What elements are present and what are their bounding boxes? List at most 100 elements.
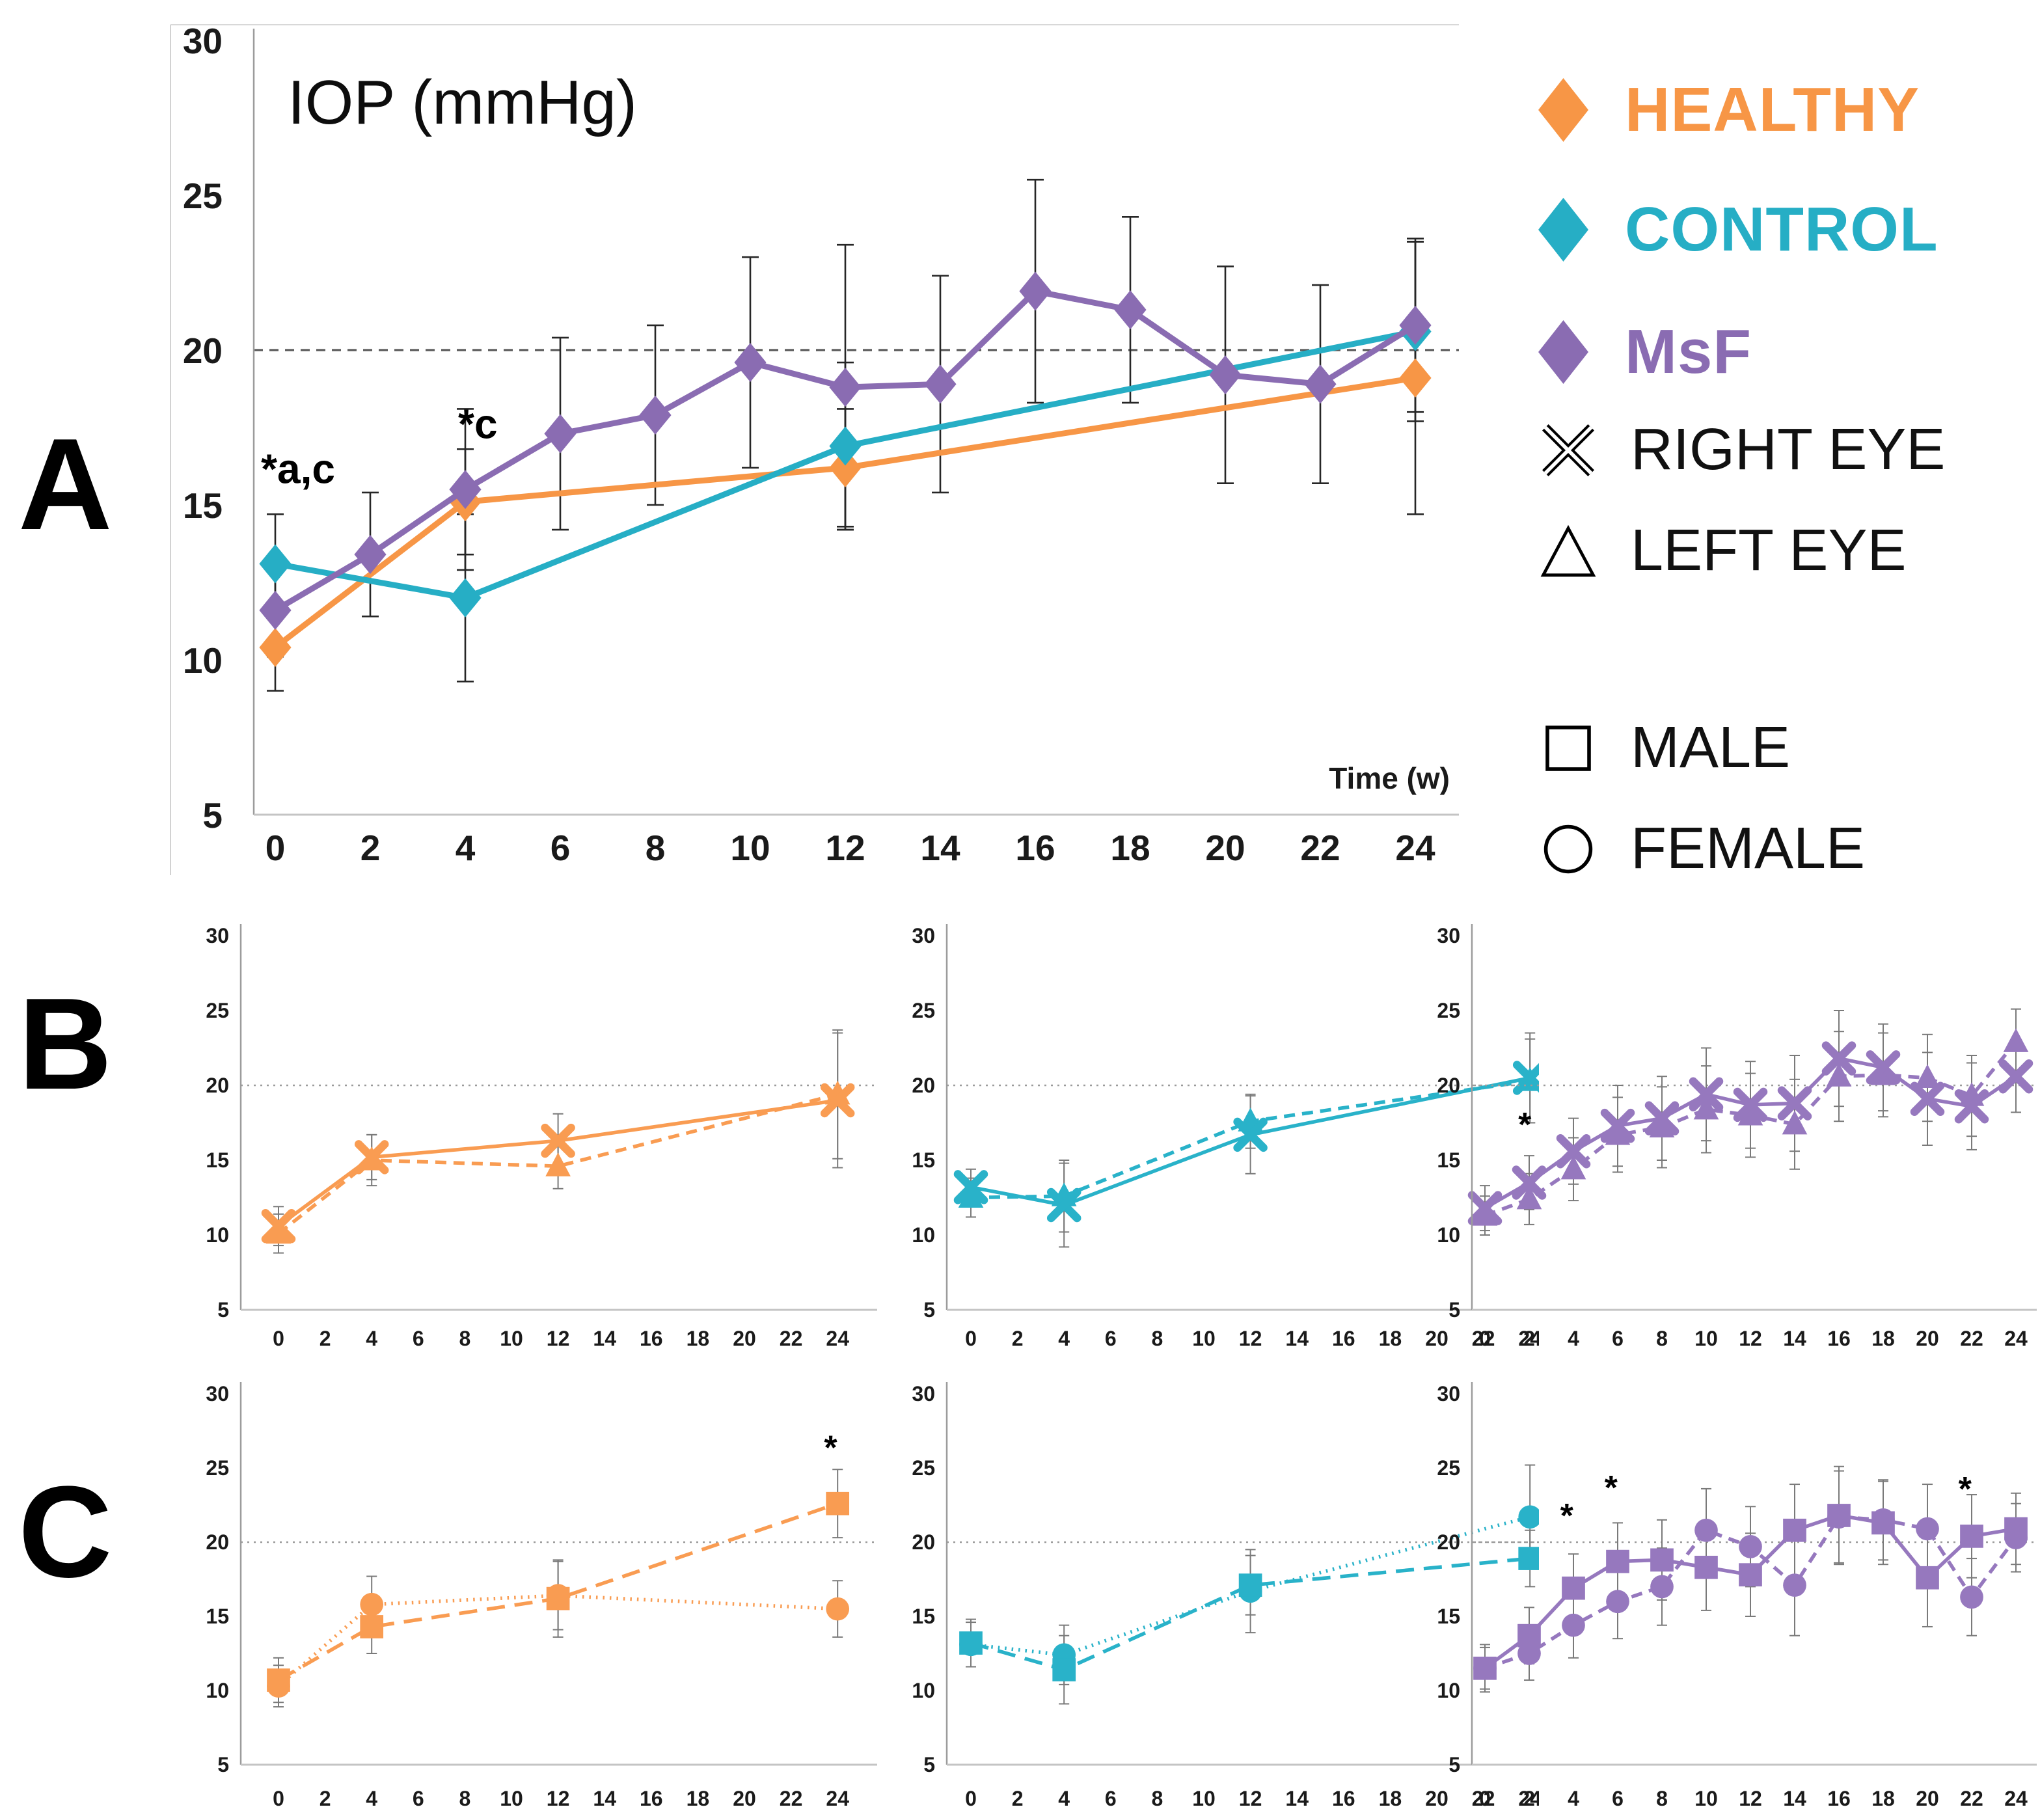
svg-text:20: 20 (206, 1074, 229, 1097)
msf-diamond-icon (1538, 320, 1588, 384)
svg-text:20: 20 (912, 1074, 935, 1097)
svg-text:14: 14 (1285, 1787, 1309, 1810)
svg-text:2: 2 (1523, 1327, 1535, 1350)
svg-text:Time (w): Time (w) (1329, 761, 1450, 795)
svg-text:15: 15 (206, 1148, 229, 1172)
svg-text:*a,c: *a,c (261, 446, 335, 493)
svg-text:0: 0 (1479, 1787, 1491, 1810)
svg-text:20: 20 (1437, 1530, 1460, 1554)
svg-text:14: 14 (920, 828, 960, 868)
svg-text:10: 10 (1437, 1223, 1460, 1247)
legend-item-healthy: HEALTHY (1529, 74, 1920, 146)
svg-text:14: 14 (1285, 1327, 1309, 1350)
svg-text:18: 18 (687, 1327, 710, 1350)
legend: HEALTHY CONTROL MsF RIGHT EYE (1529, 0, 2037, 911)
svg-text:24: 24 (1395, 828, 1435, 868)
svg-text:22: 22 (1472, 1327, 1495, 1350)
svg-text:10: 10 (500, 1327, 523, 1350)
svg-text:30: 30 (183, 21, 223, 61)
svg-text:18: 18 (1871, 1327, 1895, 1350)
legend-label-left-eye: LEFT EYE (1631, 518, 1907, 583)
svg-text:16: 16 (1332, 1787, 1355, 1810)
svg-text:8: 8 (459, 1787, 471, 1810)
svg-text:15: 15 (912, 1148, 935, 1172)
svg-text:10: 10 (1694, 1327, 1718, 1350)
svg-text:22: 22 (780, 1327, 803, 1350)
svg-text:14: 14 (593, 1787, 616, 1810)
svg-text:20: 20 (733, 1327, 756, 1350)
svg-text:*: * (1605, 1469, 1618, 1507)
legend-label-msf: MsF (1625, 317, 1752, 387)
svg-text:20: 20 (1916, 1787, 1939, 1810)
panel-label-a: A (18, 412, 113, 557)
svg-text:IOP (mmHg): IOP (mmHg) (288, 68, 637, 137)
svg-text:4: 4 (1568, 1327, 1579, 1350)
legend-item-female: FEMALE (1537, 815, 1865, 882)
legend-label-female: FEMALE (1631, 816, 1866, 881)
svg-text:6: 6 (413, 1327, 424, 1350)
svg-text:16: 16 (1827, 1787, 1851, 1810)
svg-text:*: * (1518, 1106, 1532, 1144)
legend-label-male: MALE (1631, 715, 1791, 780)
right-eye-x-icon (1542, 424, 1595, 476)
svg-text:25: 25 (912, 1456, 935, 1480)
svg-text:22: 22 (1300, 828, 1340, 868)
svg-text:18: 18 (1110, 828, 1150, 868)
svg-text:20: 20 (1437, 1074, 1460, 1097)
svg-text:0: 0 (1479, 1327, 1491, 1350)
svg-text:*c: *c (458, 401, 498, 448)
left-eye-triangle-icon (1540, 524, 1596, 577)
svg-text:22: 22 (780, 1787, 803, 1810)
svg-text:10: 10 (730, 828, 770, 868)
legend-item-left-eye: LEFT EYE (1537, 517, 1907, 584)
svg-text:*: * (1560, 1497, 1574, 1535)
svg-text:6: 6 (1105, 1787, 1117, 1810)
svg-text:6: 6 (413, 1787, 424, 1810)
svg-text:20: 20 (1205, 828, 1245, 868)
legend-item-msf: MsF (1529, 316, 1752, 388)
svg-text:20: 20 (1425, 1787, 1448, 1810)
svg-text:12: 12 (547, 1327, 570, 1350)
svg-text:5: 5 (923, 1298, 935, 1322)
svg-text:14: 14 (1783, 1327, 1806, 1350)
svg-text:22: 22 (1472, 1787, 1495, 1810)
svg-text:10: 10 (912, 1223, 935, 1247)
svg-text:15: 15 (1437, 1605, 1460, 1628)
svg-text:16: 16 (1015, 828, 1055, 868)
svg-text:5: 5 (202, 795, 223, 835)
svg-text:15: 15 (1437, 1148, 1460, 1172)
svg-text:5: 5 (923, 1753, 935, 1776)
svg-text:4: 4 (1568, 1787, 1579, 1810)
svg-text:24: 24 (1518, 1327, 1539, 1350)
svg-text:8: 8 (1152, 1327, 1163, 1350)
svg-text:4: 4 (456, 828, 476, 868)
svg-text:*: * (824, 1429, 837, 1467)
svg-text:18: 18 (687, 1787, 710, 1810)
legend-item-right-eye: RIGHT EYE (1537, 416, 1945, 483)
svg-text:12: 12 (1239, 1327, 1262, 1350)
svg-text:8: 8 (459, 1327, 471, 1350)
legend-label-healthy: HEALTHY (1625, 75, 1920, 144)
svg-text:25: 25 (206, 999, 229, 1022)
svg-text:10: 10 (912, 1679, 935, 1702)
svg-text:25: 25 (1437, 1456, 1460, 1480)
svg-text:15: 15 (206, 1605, 229, 1628)
svg-text:10: 10 (206, 1679, 229, 1702)
svg-text:12: 12 (547, 1787, 570, 1810)
svg-text:2: 2 (1523, 1787, 1535, 1810)
svg-text:6: 6 (1612, 1787, 1624, 1810)
svg-text:25: 25 (1437, 999, 1460, 1022)
svg-text:5: 5 (217, 1298, 229, 1322)
svg-text:5: 5 (217, 1753, 229, 1776)
svg-text:20: 20 (912, 1530, 935, 1554)
svg-text:6: 6 (1612, 1327, 1624, 1350)
svg-text:25: 25 (183, 176, 223, 216)
svg-text:10: 10 (500, 1787, 523, 1810)
svg-text:12: 12 (1739, 1327, 1762, 1350)
svg-text:20: 20 (1425, 1327, 1448, 1350)
svg-text:10: 10 (1192, 1327, 1216, 1350)
